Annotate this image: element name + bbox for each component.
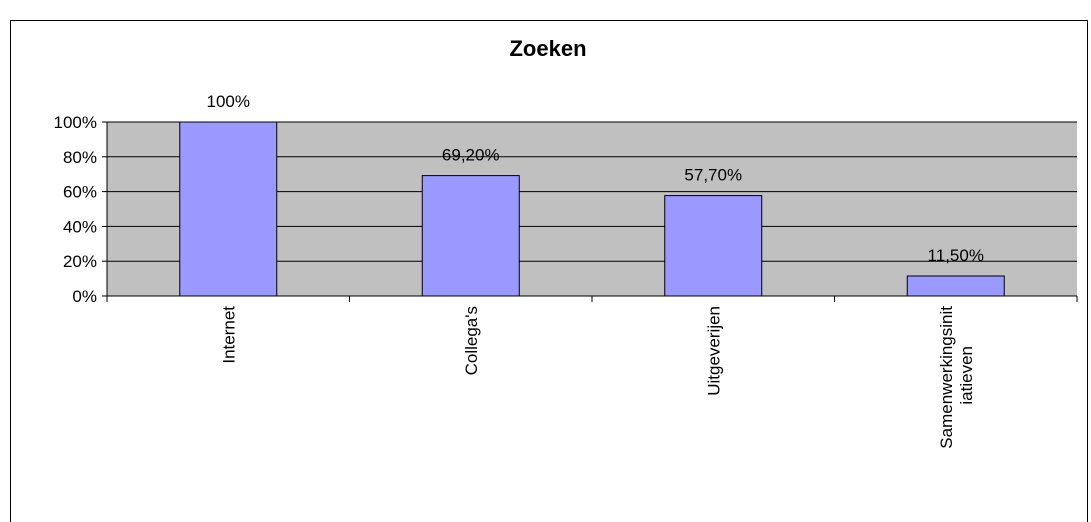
x-tick-label: Collega's xyxy=(462,306,481,375)
data-label: 57,70% xyxy=(684,166,742,185)
y-tick-label: 80% xyxy=(63,148,97,167)
y-tick-label: 100% xyxy=(54,113,97,132)
x-tick-label: Uitgeverijen xyxy=(704,306,723,396)
bar xyxy=(179,121,278,297)
data-label: 100% xyxy=(207,92,250,111)
bar xyxy=(906,275,1005,297)
bar xyxy=(421,175,520,297)
data-label: 11,50% xyxy=(928,246,984,265)
y-tick-label: 60% xyxy=(63,183,97,202)
x-tick-label: Internet xyxy=(219,306,238,364)
chart-title: Zoeken xyxy=(509,36,586,61)
bar xyxy=(664,195,763,297)
y-tick-label: 40% xyxy=(63,217,97,236)
y-tick-label: 20% xyxy=(63,252,97,271)
y-tick-label: 0% xyxy=(72,287,97,306)
x-tick-label: Samenwerkingsinitiatieven xyxy=(937,306,976,449)
data-label: 69,20% xyxy=(442,146,500,165)
